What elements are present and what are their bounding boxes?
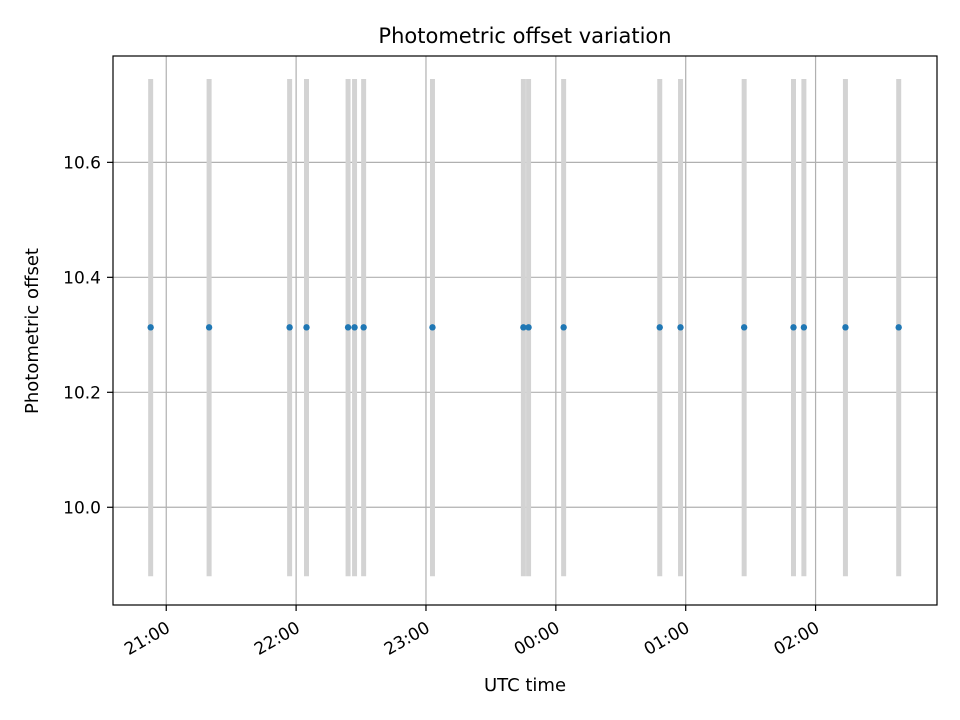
data-point (303, 324, 310, 331)
data-point (677, 324, 684, 331)
data-point (895, 324, 902, 331)
data-point (360, 324, 367, 331)
y-axis-label: Photometric offset (22, 248, 43, 414)
data-point (842, 324, 849, 331)
data-point (205, 324, 213, 331)
y-tick-label: 10.2 (63, 383, 101, 403)
data-point (520, 324, 527, 331)
x-axis-label: UTC time (484, 675, 566, 696)
y-tick-label: 10.6 (63, 153, 101, 173)
data-point (429, 324, 436, 331)
data-point (525, 324, 532, 331)
data-point (344, 324, 352, 331)
data-point (800, 324, 808, 331)
y-tick-label: 10.4 (63, 268, 101, 288)
data-point (790, 324, 797, 331)
data-point (560, 324, 567, 331)
y-tick-label: 10.0 (63, 498, 101, 518)
data-point (286, 324, 293, 331)
plot-frame (112, 55, 938, 606)
chart-title: Photometric offset variation (378, 24, 671, 48)
data-point (656, 324, 663, 331)
data-points (147, 324, 902, 331)
data-point (740, 324, 748, 331)
y-axis-ticks: 10.0 10.2 10.4 10.6 (63, 153, 113, 518)
data-point (351, 324, 358, 331)
data-point (147, 324, 154, 331)
